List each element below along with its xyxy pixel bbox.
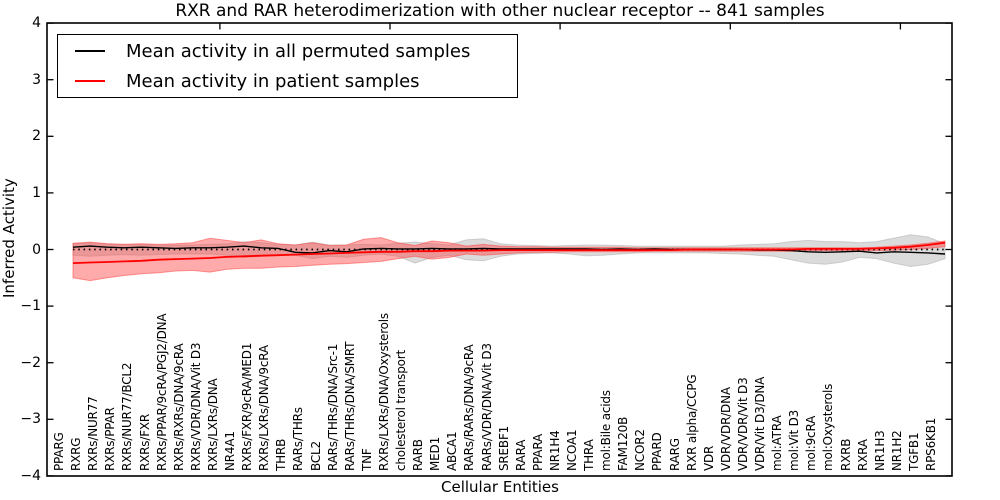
x-tick-label: RXR alpha/CCPG (684, 374, 699, 471)
x-tick-label: RXRs/FXR (137, 413, 152, 471)
x-tick-label: PPARA (530, 434, 545, 471)
x-tick-label: RARs/VDR/DNA/Vit D3 (479, 343, 494, 471)
x-tick-label: RARs/THRs (291, 407, 306, 471)
patient-confidence-band (72, 237, 946, 282)
x-tick-label: TNF (359, 448, 374, 471)
x-tick-label: NR1H3 (872, 430, 887, 471)
legend: Mean activity in all permuted samples Me… (57, 34, 518, 98)
y-tick-label: 0 (32, 242, 41, 258)
x-tick-label: RXRG (69, 437, 84, 471)
x-tick-label: NR4A1 (223, 431, 237, 471)
x-tick-label: mol:Oxysterols (821, 383, 836, 471)
x-tick-label: RXRs/NUR77/BCL2 (120, 362, 135, 471)
x-tick-label: RXRA (855, 439, 870, 471)
x-tick-label: mol:ATRA (770, 415, 785, 471)
y-tick-label: 4 (32, 15, 41, 31)
x-tick-label: RARG (667, 438, 682, 471)
permuted-mean-line (72, 245, 946, 255)
x-tick-label: PPARG (52, 432, 66, 471)
x-tick-label: RXRs/NUR77 (86, 396, 101, 471)
legend-line-patient (75, 80, 105, 82)
x-tick-label: mol:Bile acids (599, 390, 614, 471)
x-tick-label: VDR/VDR/Vit D3 (735, 377, 750, 471)
x-tick-label: RXRs/FXR/9cRA/MED1 (240, 342, 255, 471)
x-tick-label: mol:Vit D3 (787, 409, 802, 471)
x-tick-label: FAM120B (616, 416, 631, 471)
x-tick-label: NCOR2 (633, 429, 648, 471)
x-tick-label: RXRB (838, 438, 853, 471)
y-tick-label: −2 (20, 355, 41, 371)
legend-label-patient: Mean activity in patient samples (126, 70, 420, 92)
x-tick-label: SREBF1 (496, 425, 511, 471)
legend-item-permuted: Mean activity in all permuted samples (58, 39, 517, 63)
x-tick-label: MED1 (428, 436, 443, 471)
y-tick-label: −3 (20, 411, 41, 427)
legend-item-patient: Mean activity in patient samples (58, 69, 517, 93)
patient-mean-line (72, 241, 946, 264)
x-tick-label: RXRs/RXRs/DNA/9cRA (171, 343, 186, 471)
x-tick-label: VDR/Vit D3/DNA (753, 376, 767, 471)
x-tick-label: ABCA1 (445, 431, 460, 471)
x-tick-label: PPARD (650, 432, 665, 472)
legend-line-permuted (75, 50, 105, 52)
x-tick-label: THRB (274, 438, 289, 471)
plot-frame (46, 22, 953, 477)
x-tick-label: mol:9cRA (804, 415, 819, 471)
x-tick-label: RARs/RARs/DNA/9cRA (462, 344, 477, 471)
chart-title: RXR and RAR heterodimerization with othe… (175, 1, 825, 21)
x-tick-label: RARs/THRs/DNA/SMRT (342, 341, 357, 471)
x-tick-label: RXRs/PPAR (103, 407, 118, 471)
y-tick-label: −4 (20, 468, 41, 484)
x-axis-label: Cellular Entities (441, 478, 559, 496)
x-tick-label: NCOA1 (564, 429, 579, 471)
x-tick-label: BCL2 (308, 441, 323, 471)
x-tick-label: RXRs/LXRs/DNA (205, 378, 220, 471)
x-tick-label: TGFB1 (906, 432, 921, 471)
x-tick-label: RXRs/LXRs/DNA/9cRA (257, 345, 272, 471)
legend-label-permuted: Mean activity in all permuted samples (126, 40, 471, 62)
x-tick-label: RXRs/PPAR/9cRA/PGJ2/DNA (154, 313, 169, 471)
x-tick-label: RXRs/VDR/DNA/Vit D3 (188, 342, 203, 471)
y-tick-label: 2 (32, 128, 41, 144)
y-tick-label: 1 (32, 185, 41, 201)
x-tick-label: RPS6KB1 (924, 417, 938, 471)
y-tick-label: −1 (20, 298, 41, 314)
x-tick-label: THRA (582, 439, 596, 471)
x-tick-label: RXRs/LXRs/DNA/Oxysterols (376, 313, 391, 471)
y-tick-label: 3 (32, 72, 41, 88)
x-tick-label: VDR/VDR/DNA (718, 387, 733, 471)
x-tick-label: cholesterol transport (394, 349, 408, 471)
x-tick-label: RARB (411, 439, 426, 471)
x-tick-label: NR1H2 (889, 430, 904, 471)
x-tick-label: VDR (701, 445, 716, 471)
x-tick-label: NR1H4 (547, 430, 562, 471)
x-tick-label: RARA (513, 439, 528, 471)
x-tick-label: RARs/THRs/DNA/Src-1 (325, 343, 340, 471)
